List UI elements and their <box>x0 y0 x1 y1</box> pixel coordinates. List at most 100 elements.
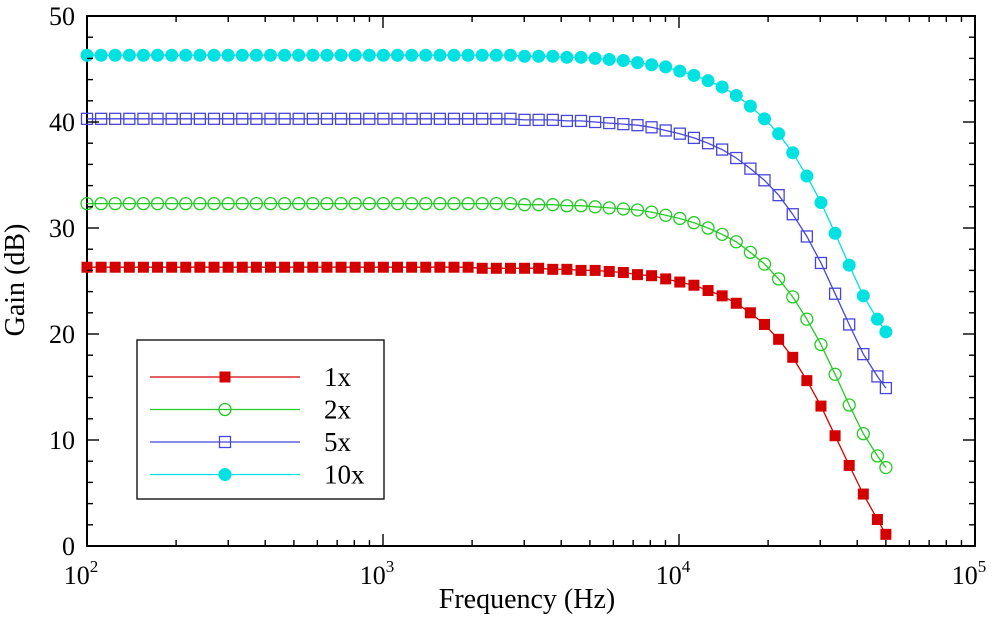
data-point <box>476 112 489 125</box>
data-point <box>363 261 375 273</box>
data-point <box>490 112 503 125</box>
data-point <box>433 196 447 211</box>
data-point <box>390 196 405 211</box>
data-point <box>503 48 517 62</box>
series-10x <box>80 48 893 339</box>
data-point <box>744 307 756 319</box>
data-point <box>856 426 870 441</box>
data-point <box>701 137 715 150</box>
data-point <box>207 112 221 125</box>
data-point <box>208 261 220 273</box>
data-point <box>249 48 263 62</box>
data-point <box>758 112 772 126</box>
data-point <box>757 257 772 271</box>
data-point <box>772 188 785 202</box>
data-point <box>349 261 361 273</box>
data-point <box>603 265 615 277</box>
data-point <box>561 263 573 275</box>
data-point <box>207 48 221 62</box>
data-point <box>645 121 658 134</box>
data-point <box>786 146 800 160</box>
data-point <box>857 488 869 500</box>
data-point <box>363 112 376 125</box>
data-point <box>136 48 150 62</box>
data-point <box>376 196 391 211</box>
data-point <box>320 48 334 62</box>
data-point <box>307 261 319 273</box>
data-point <box>630 56 644 70</box>
data-point <box>759 318 771 330</box>
legend-entry-1x: 1x <box>150 362 352 392</box>
data-point <box>165 112 178 125</box>
data-point <box>263 196 278 211</box>
legend-label: 2x <box>324 395 352 425</box>
y-axis-title: Gain (dB) <box>0 224 31 337</box>
data-point <box>179 196 193 211</box>
data-point <box>489 48 503 62</box>
data-point <box>475 196 489 211</box>
data-point <box>588 200 602 214</box>
data-point <box>729 89 743 102</box>
x-axis-title: Frequency (Hz) <box>439 584 615 615</box>
data-point <box>687 131 701 145</box>
data-point <box>828 226 842 240</box>
data-point <box>292 196 306 211</box>
data-point <box>320 112 334 125</box>
y-tick-label: 10 <box>49 426 75 455</box>
data-point <box>392 261 404 273</box>
data-point <box>574 114 588 128</box>
data-point <box>871 370 884 383</box>
data-point <box>814 196 828 210</box>
series-line-10x <box>87 54 887 333</box>
data-point <box>660 273 672 285</box>
data-point <box>574 199 588 213</box>
data-point <box>137 112 150 125</box>
data-point <box>279 261 291 273</box>
data-point <box>744 162 757 175</box>
data-point <box>193 48 207 62</box>
data-point <box>179 48 193 62</box>
data-point <box>616 54 630 68</box>
data-point <box>674 276 686 288</box>
data-point <box>532 198 546 212</box>
data-point <box>787 351 799 363</box>
data-point <box>729 235 743 249</box>
data-point <box>715 227 729 242</box>
data-point <box>165 196 179 211</box>
data-point <box>391 112 404 125</box>
data-point <box>151 48 165 62</box>
data-point <box>94 48 108 62</box>
data-point <box>546 198 560 212</box>
data-point <box>264 261 276 273</box>
y-tick-label: 40 <box>49 108 75 137</box>
data-point <box>786 290 800 304</box>
data-point <box>122 196 136 211</box>
data-point <box>630 203 645 217</box>
x-tick-label: 102 <box>64 557 99 590</box>
data-point <box>546 113 559 127</box>
data-point <box>406 261 418 273</box>
data-point <box>879 325 893 339</box>
data-point <box>631 119 644 132</box>
data-point <box>151 112 164 125</box>
data-point <box>786 208 799 221</box>
data-point <box>263 48 277 62</box>
data-point <box>730 297 742 309</box>
data-point <box>870 449 885 463</box>
y-tick-label: 20 <box>49 320 75 349</box>
data-point <box>278 112 291 125</box>
data-point <box>503 196 518 211</box>
data-point <box>461 112 475 125</box>
data-point <box>631 269 643 281</box>
data-point <box>136 196 151 211</box>
data-point <box>814 337 828 352</box>
data-point <box>646 270 658 282</box>
data-point <box>221 48 235 62</box>
x-tick-label: 104 <box>656 557 691 590</box>
data-point <box>730 151 743 165</box>
data-point <box>476 262 488 274</box>
legend-label: 1x <box>324 362 352 392</box>
data-point <box>306 48 320 62</box>
data-point <box>362 48 376 62</box>
data-point <box>292 112 305 125</box>
